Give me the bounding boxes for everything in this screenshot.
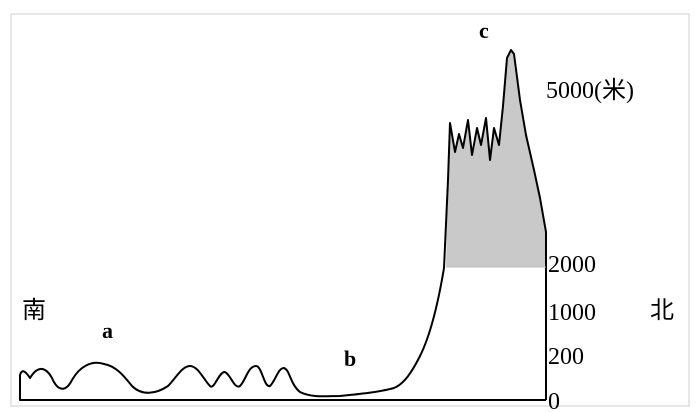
label-c: c	[479, 18, 489, 43]
tick-label-200: 200	[548, 344, 584, 370]
label-south: 南	[22, 297, 46, 324]
label-north: 北	[650, 297, 674, 324]
shaded-zone-above-2000	[446, 50, 546, 267]
tick-label-5000: 5000(米)	[546, 77, 634, 104]
label-b: b	[344, 346, 356, 371]
tick-label-0: 0	[548, 389, 560, 412]
terrain-profile-line	[19, 49, 547, 401]
tick-label-2000: 2000	[548, 252, 596, 278]
figure-frame	[10, 13, 690, 407]
tick-label-1000: 1000	[548, 300, 596, 326]
label-a: a	[102, 318, 113, 343]
